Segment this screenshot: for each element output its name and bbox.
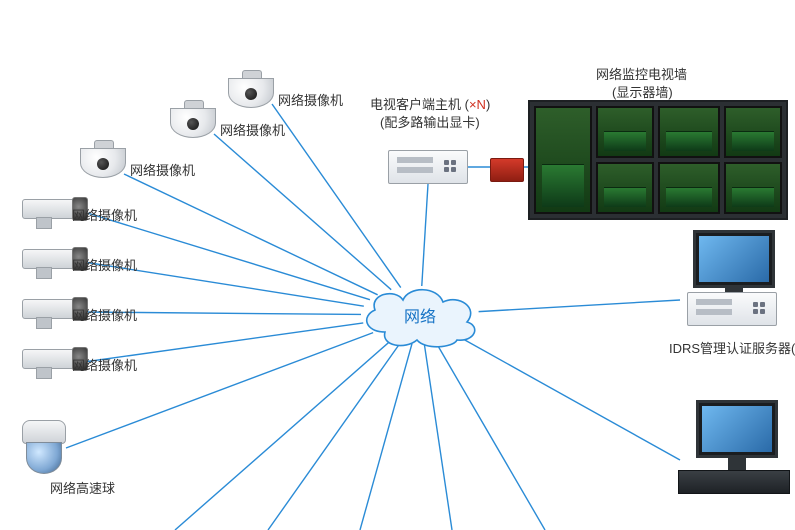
bullet-camera-4-label: 网络摄像机 xyxy=(72,355,137,374)
tv-client-host-label-line2: (配多路输出显卡) xyxy=(380,112,480,131)
network-cloud: 网络 xyxy=(355,280,485,350)
tvhost-l1-pre: 电视客户端主机 ( xyxy=(370,97,469,112)
bullet-camera-3-label: 网络摄像机 xyxy=(72,305,137,324)
diagram-canvas: 网络 网络摄像机 网络摄像机 网络摄像机 网络摄像机 网络摄像机 网络摄像机 网… xyxy=(0,0,795,530)
ptz-camera xyxy=(18,420,68,480)
video-output-card xyxy=(490,158,524,182)
vw-tile xyxy=(596,162,654,214)
videowall-label-line2: (显示器墙) xyxy=(612,82,673,101)
vw-tile xyxy=(596,106,654,158)
tv-client-host-label-line1: 电视客户端主机 (×N) xyxy=(370,94,490,113)
dome-camera-3-label: 网络摄像机 xyxy=(130,160,195,179)
tvhost-l1-red: ×N xyxy=(469,97,486,112)
video-wall xyxy=(528,100,788,220)
dome-camera-1-label: 网络摄像机 xyxy=(278,90,343,109)
vw-tile xyxy=(658,162,720,214)
network-cloud-label: 网络 xyxy=(355,280,485,350)
vw-tile xyxy=(724,162,782,214)
ptz-camera-label: 网络高速球 xyxy=(50,478,115,497)
idrs-label-text: IDRS管理认证服务器( xyxy=(669,341,795,356)
tv-client-host xyxy=(388,150,468,184)
vw-tile xyxy=(658,106,720,158)
dome-camera-3 xyxy=(80,140,126,180)
tvhost-l1-post: ) xyxy=(486,97,490,112)
bullet-camera-1-label: 网络摄像机 xyxy=(72,205,137,224)
vw-tile-main xyxy=(534,106,592,214)
bullet-camera-2-label: 网络摄像机 xyxy=(72,255,137,274)
videowall-label-line1: 网络监控电视墙 xyxy=(596,64,687,83)
idrs-server-workstation xyxy=(675,230,785,330)
vw-tile xyxy=(724,106,782,158)
dome-camera-2 xyxy=(170,100,216,140)
dome-camera-2-label: 网络摄像机 xyxy=(220,120,285,139)
client-workstation xyxy=(678,400,788,500)
idrs-label: IDRS管理认证服务器( xyxy=(669,338,795,357)
dome-camera-1 xyxy=(228,70,274,110)
